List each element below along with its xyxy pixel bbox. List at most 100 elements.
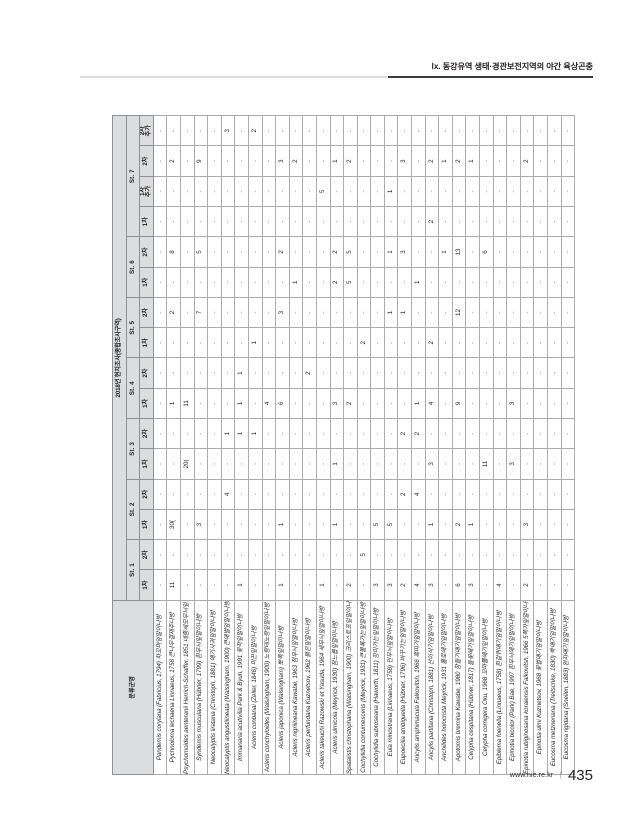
count-cell: - bbox=[275, 479, 290, 510]
count-cell: - bbox=[465, 176, 480, 207]
taxon-name-cell: Cochylidia contumescens (Meyrick, 1931) … bbox=[357, 600, 371, 775]
count-cell: 3 bbox=[397, 145, 412, 177]
count-cell: - bbox=[438, 327, 453, 358]
count-cell: - bbox=[533, 479, 548, 510]
count-cell: - bbox=[194, 448, 208, 480]
count-cell: - bbox=[248, 357, 263, 389]
count-cell: 3 bbox=[465, 569, 480, 601]
count-cell: - bbox=[438, 539, 453, 570]
table-row: Acleris perfundana Kuznetsov, 1962 붉은잎말이… bbox=[302, 115, 317, 775]
count-cell: - bbox=[316, 509, 330, 540]
chapter-title: Ⅰx. 동강유역 생태·경관보전지역의 야간 육상곤충 bbox=[431, 62, 594, 71]
count-cell: - bbox=[207, 357, 222, 389]
count-cell: - bbox=[302, 418, 317, 449]
count-cell: - bbox=[384, 418, 398, 449]
count-cell: - bbox=[330, 569, 344, 601]
count-cell: - bbox=[520, 539, 534, 570]
count-cell: - bbox=[302, 479, 317, 510]
count-cell: - bbox=[248, 145, 263, 177]
count-cell: - bbox=[425, 479, 439, 510]
count-cell: - bbox=[302, 145, 317, 177]
count-cell: - bbox=[479, 145, 494, 177]
count-cell: - bbox=[289, 176, 303, 207]
count-cell: - bbox=[330, 297, 344, 328]
count-cell: - bbox=[506, 206, 521, 237]
count-cell: - bbox=[411, 236, 426, 268]
table-row: Celypha cornigera Oku, 1968 꼬마뿔애기잎말이나방 - -… bbox=[479, 115, 494, 775]
footer-separator: | bbox=[559, 772, 562, 779]
count-cell: - bbox=[561, 569, 575, 601]
table-row: Ancylis partitana (Christoph, 1881) 산이삭기… bbox=[425, 115, 439, 775]
count-cell: - bbox=[479, 176, 494, 207]
taxon-name-cell: Ancylis partitana (Christoph, 1881) 산이삭기… bbox=[425, 600, 439, 775]
count-cell: - bbox=[493, 327, 507, 358]
count-cell: - bbox=[370, 327, 385, 358]
count-cell: - bbox=[302, 206, 317, 237]
count-cell: - bbox=[262, 145, 276, 177]
count-cell: - bbox=[343, 509, 358, 540]
count-cell: - bbox=[262, 509, 276, 540]
count-cell: 2 bbox=[330, 236, 344, 268]
count-cell: - bbox=[384, 539, 398, 570]
count-cell: 3 bbox=[194, 509, 208, 540]
table-row: Syndemis musculana (Hübner, 1799) 흰무늬잎말이… bbox=[194, 115, 208, 775]
count-cell: - bbox=[506, 327, 521, 358]
count-cell: - bbox=[425, 297, 439, 328]
count-cell: 5 bbox=[194, 236, 208, 268]
count-cell: - bbox=[452, 479, 466, 510]
count-cell: - bbox=[153, 539, 167, 570]
count-cell: - bbox=[533, 176, 548, 207]
table-row: Pandemis corylana (Fabricius, 1794) 차꼬마잎… bbox=[153, 115, 167, 775]
count-cell: 2 bbox=[397, 418, 412, 449]
count-cell: 11 bbox=[479, 448, 494, 480]
count-cell: - bbox=[520, 448, 534, 480]
count-cell: - bbox=[194, 357, 208, 389]
count-cell: - bbox=[547, 267, 562, 298]
count-cell: - bbox=[207, 388, 222, 419]
count-cell: - bbox=[465, 115, 480, 146]
station-1-round-header: 1차 bbox=[139, 569, 154, 601]
count-cell: - bbox=[289, 388, 303, 419]
count-cell: - bbox=[357, 236, 371, 268]
count-cell: - bbox=[411, 176, 426, 207]
count-cell: 5 bbox=[384, 509, 398, 540]
count-cell: - bbox=[533, 236, 548, 268]
count-cell: - bbox=[153, 115, 167, 146]
count-cell: - bbox=[493, 479, 507, 510]
table-row: Cochylidia contumescens (Meyrick, 1931) … bbox=[357, 115, 371, 775]
station-header-1: St. 1 bbox=[126, 539, 140, 601]
count-cell: - bbox=[397, 327, 412, 358]
count-cell: - bbox=[302, 388, 317, 419]
count-cell: - bbox=[153, 448, 167, 480]
count-cell: 1 bbox=[425, 509, 439, 540]
count-cell: - bbox=[561, 448, 575, 480]
count-cell: - bbox=[479, 539, 494, 570]
count-cell: - bbox=[357, 479, 371, 510]
taxon-name-cell: Ancylis amphimacula Falkovitsh, 1966 흑띠가… bbox=[411, 600, 426, 775]
count-cell: - bbox=[153, 388, 167, 419]
count-cell: 4 bbox=[262, 388, 276, 419]
count-cell: - bbox=[166, 327, 181, 358]
count-cell: - bbox=[493, 539, 507, 570]
count-cell: - bbox=[289, 115, 303, 146]
count-cell: 2 bbox=[302, 357, 317, 389]
count-cell: - bbox=[438, 479, 453, 510]
taxon-name-cell: Epinotia rubiginosana koraiensis Falkovi… bbox=[520, 600, 534, 775]
count-cell: - bbox=[465, 297, 480, 328]
count-cell: - bbox=[289, 357, 303, 389]
count-cell: 6 bbox=[452, 569, 466, 601]
count-cell: - bbox=[234, 539, 249, 570]
count-cell: 1 bbox=[397, 297, 412, 328]
count-cell: - bbox=[302, 297, 317, 328]
count-cell: - bbox=[438, 448, 453, 480]
count-cell: - bbox=[343, 357, 358, 389]
station-3-round-header: 2차 bbox=[139, 418, 154, 449]
count-cell: - bbox=[316, 418, 330, 449]
taxon-name-cell: Celypha cornigera Oku, 1968 꼬마뿔애기잎말이나방 bbox=[479, 600, 494, 775]
count-cell: - bbox=[234, 236, 249, 268]
count-cell: - bbox=[262, 479, 276, 510]
station-5-round-header: 1차 bbox=[139, 327, 154, 358]
count-cell: - bbox=[533, 569, 548, 601]
count-cell: - bbox=[180, 357, 195, 389]
